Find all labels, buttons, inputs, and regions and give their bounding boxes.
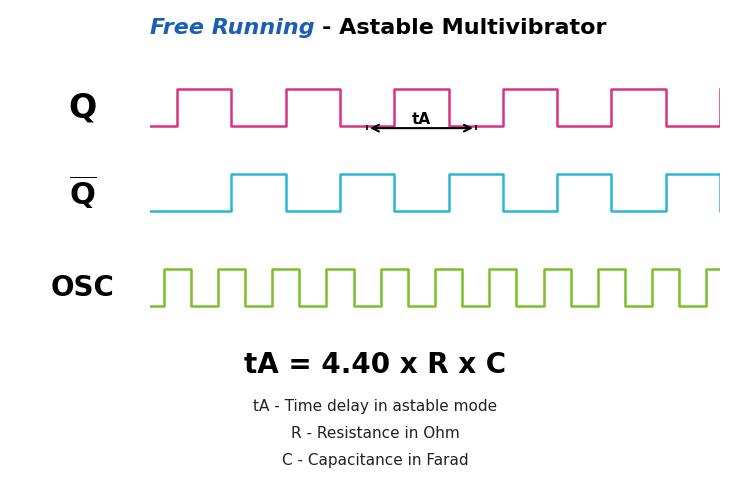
Text: OSC: OSC (50, 274, 115, 301)
Text: R - Resistance in Ohm: R - Resistance in Ohm (291, 426, 459, 442)
Text: tA = 4.40 x R x C: tA = 4.40 x R x C (244, 351, 506, 379)
Text: Free Running: Free Running (150, 18, 315, 38)
Text: Q: Q (68, 91, 97, 124)
Text: C - Capacitance in Farad: C - Capacitance in Farad (282, 454, 468, 468)
Text: tA - Time delay in astable mode: tA - Time delay in astable mode (253, 400, 497, 414)
Text: $\mathbf{\overline{Q}}$: $\mathbf{\overline{Q}}$ (68, 174, 97, 212)
Text: tA: tA (412, 112, 431, 126)
Text: - Astable Multivibrator: - Astable Multivibrator (322, 18, 607, 38)
